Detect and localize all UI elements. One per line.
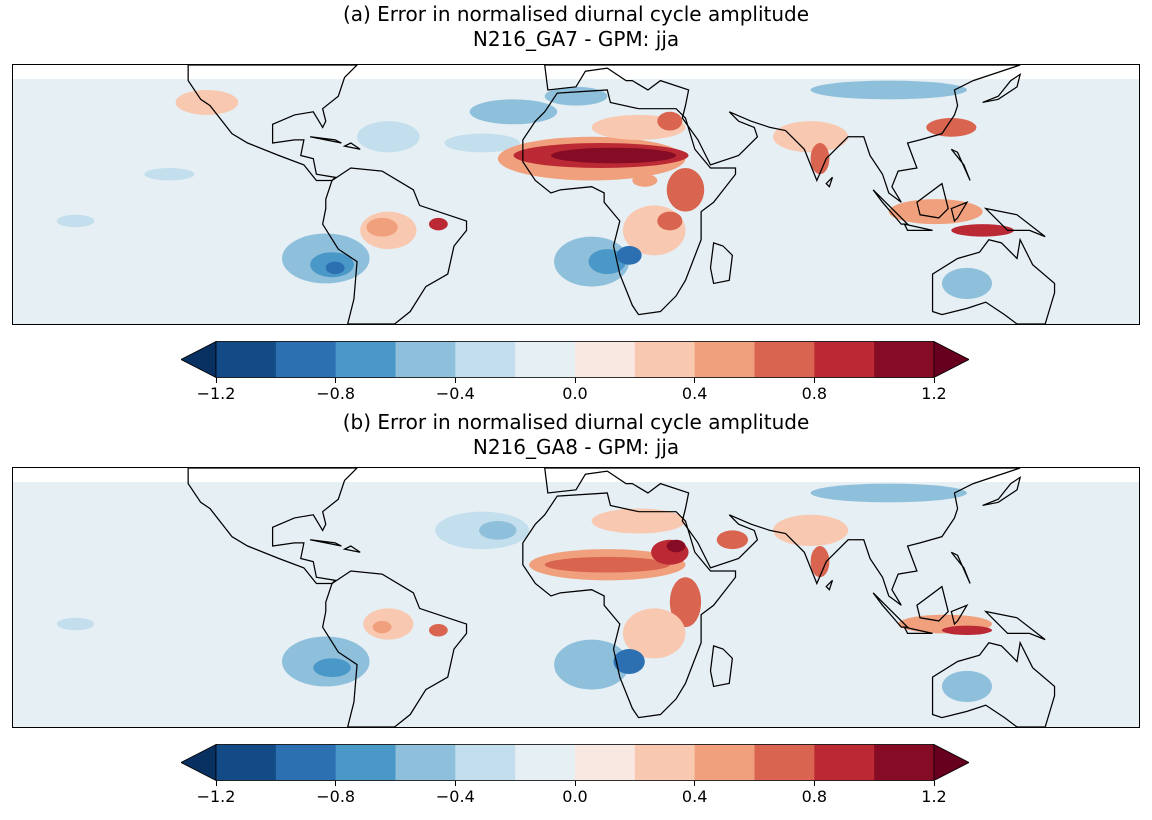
colorbar-b: [181, 744, 969, 781]
anomaly-field-b: [56, 483, 992, 703]
colorbar-tick-label: −0.4: [435, 787, 475, 806]
colorbar-bin: [515, 744, 576, 781]
title-line-2: N216_GA8 - GPM: jja: [472, 435, 680, 459]
colorbar-bin: [216, 341, 277, 378]
colorbar-tick-mark: [694, 781, 696, 786]
colorbar-over-triangle: [933, 744, 969, 781]
colorbar-bin: [575, 341, 636, 378]
colorbar-bin: [275, 744, 337, 781]
colorbar-bin: [694, 744, 755, 781]
title-line-1: (b) Error in normalised diurnal cycle am…: [342, 410, 810, 434]
colorbar-bin: [335, 744, 396, 781]
colorbar-bin: [754, 744, 815, 781]
colorbar-outline: [215, 341, 935, 378]
colorbar-tick-mark: [215, 378, 217, 383]
map-b-svg: [13, 468, 1139, 727]
colorbar-tick-mark: [335, 378, 337, 383]
anomaly-field-a: [56, 80, 1014, 300]
map-panel-a: [12, 64, 1140, 325]
panel-a-title: (a) Error in normalised diurnal cycle am…: [0, 2, 1152, 52]
colorbar-bin: [575, 744, 636, 781]
colorbar-tick-mark: [694, 378, 696, 383]
colorbar-bin: [455, 341, 516, 378]
colorbar-bin: [275, 341, 337, 378]
map-panel-b: [12, 467, 1140, 728]
colorbar-bin: [814, 341, 875, 378]
colorbar-tick-label: −0.8: [316, 787, 356, 806]
colorbar-tick-label: 1.2: [921, 384, 947, 403]
colorbar-bin: [874, 744, 935, 781]
map-a-svg: [13, 65, 1139, 324]
colorbar-tick-mark: [933, 378, 935, 383]
colorbar-tick-label: 0.8: [801, 787, 828, 806]
colorbar-bin: [634, 341, 696, 378]
colorbar-tick-label: −1.2: [196, 787, 236, 806]
colorbar-under-triangle: [181, 341, 217, 378]
title-line-1: (a) Error in normalised diurnal cycle am…: [342, 2, 810, 26]
colorbar-tick-label: 0.0: [562, 384, 588, 403]
colorbar-tick-mark: [454, 378, 456, 383]
colorbar-tick-mark: [574, 781, 576, 786]
colorbar-bin: [395, 341, 456, 378]
colorbar-tick-mark: [215, 781, 217, 786]
colorbar-bin: [455, 744, 516, 781]
colorbar-tick-mark: [454, 781, 456, 786]
colorbar-bin: [216, 744, 277, 781]
colorbar-bin: [634, 744, 696, 781]
colorbar-tick-mark: [335, 781, 337, 786]
colorbar-bin: [874, 341, 935, 378]
colorbar-tick-label: 0.0: [562, 787, 588, 806]
colorbar-bin: [814, 744, 875, 781]
colorbar-tick-label: 0.4: [681, 787, 708, 806]
colorbar-tick-label: −1.2: [196, 384, 236, 403]
colorbar-under-triangle: [181, 744, 217, 781]
colorbar-tick-mark: [813, 378, 815, 383]
colorbar-a: [181, 341, 969, 378]
title-line-2: N216_GA7 - GPM: jja: [472, 27, 680, 51]
colorbar-tick-mark: [574, 378, 576, 383]
colorbar-bin: [335, 341, 396, 378]
colorbar-tick-mark: [813, 781, 815, 786]
colorbar-over-triangle: [933, 341, 969, 378]
colorbar-tick-label: −0.4: [435, 384, 475, 403]
colorbar-tick-label: −0.8: [316, 384, 356, 403]
colorbar-tick-mark: [933, 781, 935, 786]
colorbar-bin: [694, 341, 755, 378]
colorbar-tick-label: 1.2: [921, 787, 947, 806]
panel-b-title: (b) Error in normalised diurnal cycle am…: [0, 410, 1152, 460]
colorbar-bin: [754, 341, 815, 378]
colorbar-bin: [515, 341, 576, 378]
colorbar-bin: [395, 744, 456, 781]
colorbar-tick-label: 0.8: [801, 384, 828, 403]
colorbar-outline: [215, 744, 935, 781]
colorbar-tick-label: 0.4: [681, 384, 708, 403]
